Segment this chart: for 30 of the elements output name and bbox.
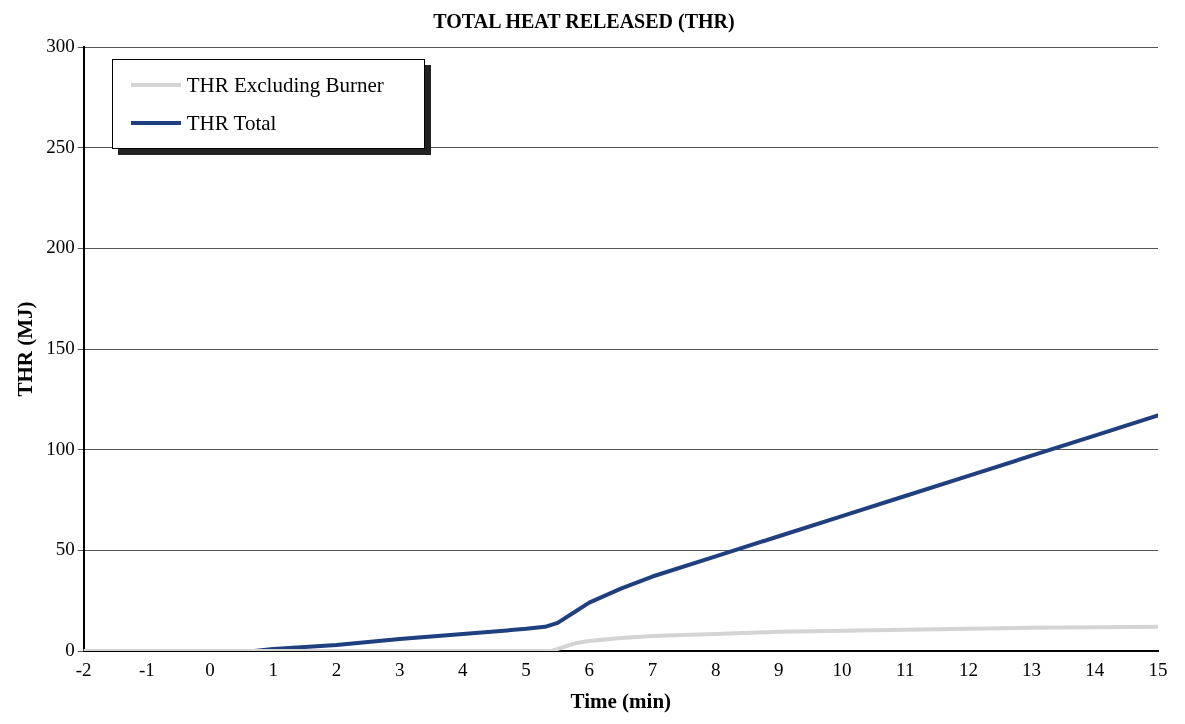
x-tick-label: 5	[521, 659, 531, 681]
x-tick-label: 6	[584, 659, 594, 681]
x-tick-label: 8	[710, 659, 721, 681]
y-tick-label: 250	[46, 135, 75, 157]
x-tick-label: 1	[268, 659, 279, 681]
x-tick-label: 0	[205, 659, 215, 681]
y-tick-label: 100	[46, 437, 75, 459]
y-tick-label: 200	[46, 236, 75, 258]
chart-title: TOTAL HEAT RELEASED (THR)	[433, 10, 735, 34]
y-tick-label: 300	[46, 34, 75, 56]
x-tick-label: 12	[958, 659, 978, 681]
y-tick-label: 0	[65, 638, 75, 660]
y-tick-label: 150	[46, 336, 75, 358]
x-tick-label: -2	[75, 659, 92, 681]
x-tick-label: 10	[832, 659, 852, 681]
legend-label: THR Excluding Burner	[186, 72, 384, 98]
x-tick-label: 14	[1085, 659, 1105, 681]
x-tick-label: 13	[1022, 659, 1042, 681]
y-tick-label: 50	[55, 538, 75, 560]
x-tick-label: 11	[896, 659, 915, 681]
x-tick-label: 9	[774, 659, 784, 681]
x-tick-label: 7	[647, 659, 658, 681]
x-tick-label: 4	[458, 659, 469, 681]
x-axis-title: Time (min)	[570, 688, 672, 713]
x-tick-label: 2	[331, 659, 342, 681]
legend-label: THR Total	[186, 110, 277, 136]
x-tick-label: 3	[394, 659, 405, 681]
x-tick-label: -1	[138, 659, 155, 681]
x-tick-label: 15	[1148, 659, 1168, 681]
y-axis-title: THR (MJ)	[13, 301, 38, 397]
